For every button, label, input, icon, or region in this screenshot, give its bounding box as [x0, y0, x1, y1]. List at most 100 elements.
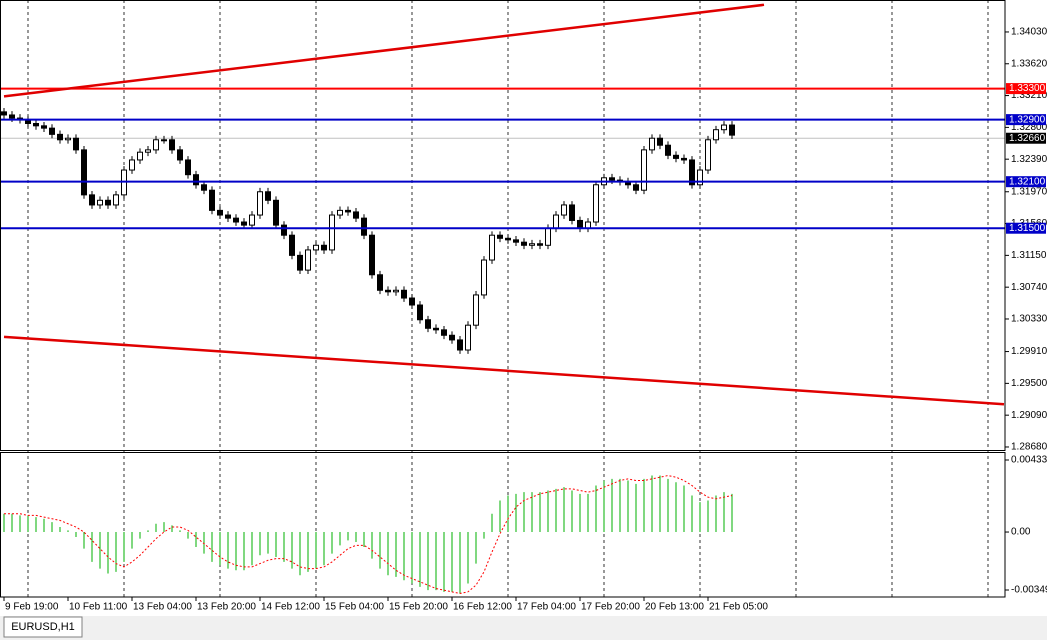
candle-body	[113, 194, 119, 206]
candle-body	[721, 124, 727, 131]
candle-body	[241, 221, 247, 226]
candle-body	[209, 189, 215, 211]
candle-body	[329, 214, 335, 251]
y-tick-label: 1.31150	[1011, 250, 1047, 261]
candle-body	[705, 139, 711, 171]
y-tick-label: 0.004336	[1011, 455, 1047, 466]
candle-body	[97, 199, 103, 206]
y-tick-label: 1.30330	[1011, 314, 1047, 325]
price-label-box	[1006, 132, 1046, 144]
candle-body	[569, 204, 575, 221]
symbol-tab[interactable]	[3, 616, 83, 638]
candle-body	[513, 239, 519, 243]
candle-body	[185, 159, 191, 176]
candle-body	[233, 217, 239, 223]
y-tick-label: 0.00	[1011, 527, 1031, 538]
y-tick-label: 1.29910	[1011, 346, 1047, 357]
candle-body	[657, 137, 663, 146]
candle-body	[545, 227, 551, 246]
candle-body	[321, 244, 327, 251]
candle-body	[713, 129, 719, 141]
candle-body	[641, 149, 647, 191]
candle-body	[313, 244, 319, 251]
candle-body	[305, 249, 311, 271]
candle-body	[273, 199, 279, 226]
y-tick-label: 1.28680	[1011, 442, 1047, 453]
candle-body	[9, 114, 15, 119]
candle-body	[249, 214, 255, 226]
candle-body	[225, 214, 231, 219]
candle-body	[449, 334, 455, 341]
candle-body	[609, 177, 615, 181]
candle-body	[689, 159, 695, 186]
price-label-box	[1006, 114, 1046, 126]
price-frame	[0, 0, 1006, 451]
x-tick-label: 21 Feb 05:00	[709, 602, 768, 613]
candle-body	[289, 234, 295, 256]
candle-body	[649, 137, 655, 151]
candle-body	[41, 125, 47, 129]
axes: 1.34030 1.33620 1.33210 1.32800 1.32390 1.319…	[3, 27, 1047, 613]
candle-body	[105, 199, 111, 206]
candle-body	[369, 234, 375, 276]
y-tick-label: -0.003490	[1011, 585, 1047, 596]
price-label: 1.32900	[1009, 114, 1046, 125]
price-label: 1.32100	[1009, 176, 1046, 187]
candle-body	[593, 184, 599, 223]
candle-body	[665, 144, 671, 156]
candle-body	[497, 234, 503, 239]
candle-body	[265, 191, 271, 201]
price-label-box	[1006, 83, 1046, 95]
candle-body	[65, 137, 71, 141]
candle-body	[337, 209, 343, 216]
x-tick-label: 17 Feb 20:00	[581, 602, 640, 613]
candle-body	[697, 169, 703, 186]
y-tick-label: 1.29090	[1011, 410, 1047, 421]
candle-body	[673, 154, 679, 159]
candle-body	[137, 151, 143, 161]
trend-line	[3, 3, 765, 98]
trend-line	[3, 335, 1005, 406]
y-tick-label: 1.32390	[1011, 154, 1047, 165]
candle-body	[457, 339, 463, 351]
candle-body	[417, 304, 423, 321]
y-tick-label: 1.29500	[1011, 378, 1047, 389]
candle-body	[393, 289, 399, 293]
candle-body	[81, 149, 87, 196]
price-plot	[0, 3, 1005, 406]
candle-body	[161, 139, 167, 142]
candle-body	[561, 204, 567, 216]
indicator-frame	[0, 452, 1006, 598]
y-tick-label: 1.34030	[1011, 27, 1047, 38]
candle-body	[465, 324, 471, 351]
candle-body	[553, 214, 559, 229]
candle-body	[521, 241, 527, 246]
candle-body	[217, 209, 223, 216]
x-tick-label: 20 Feb 13:00	[645, 602, 704, 613]
candle-body	[281, 224, 287, 236]
candle-body	[145, 149, 151, 153]
candle-body	[529, 243, 535, 246]
candle-body	[481, 259, 487, 296]
candle-body	[193, 174, 199, 186]
candle-body	[201, 184, 207, 191]
x-tick-label: 13 Feb 20:00	[197, 602, 256, 613]
symbol-tab-label[interactable]: EURUSD,H1	[11, 621, 75, 633]
candle-body	[425, 319, 431, 329]
candle-body	[353, 211, 359, 219]
x-tick-label: 13 Feb 04:00	[133, 602, 192, 613]
indicator-plot	[3, 475, 733, 595]
candle-body	[1, 111, 7, 116]
y-tick-label: 1.31970	[1011, 186, 1047, 197]
candle-body	[433, 327, 439, 331]
candle-body	[257, 191, 263, 216]
candle-body	[729, 124, 735, 136]
candle-body	[89, 194, 95, 206]
candle-body	[169, 139, 175, 151]
candle-body	[681, 157, 687, 161]
candle-body	[177, 149, 183, 161]
candle-body	[473, 294, 479, 326]
x-tick-label: 14 Feb 12:00	[261, 602, 320, 613]
candle-body	[505, 237, 511, 241]
